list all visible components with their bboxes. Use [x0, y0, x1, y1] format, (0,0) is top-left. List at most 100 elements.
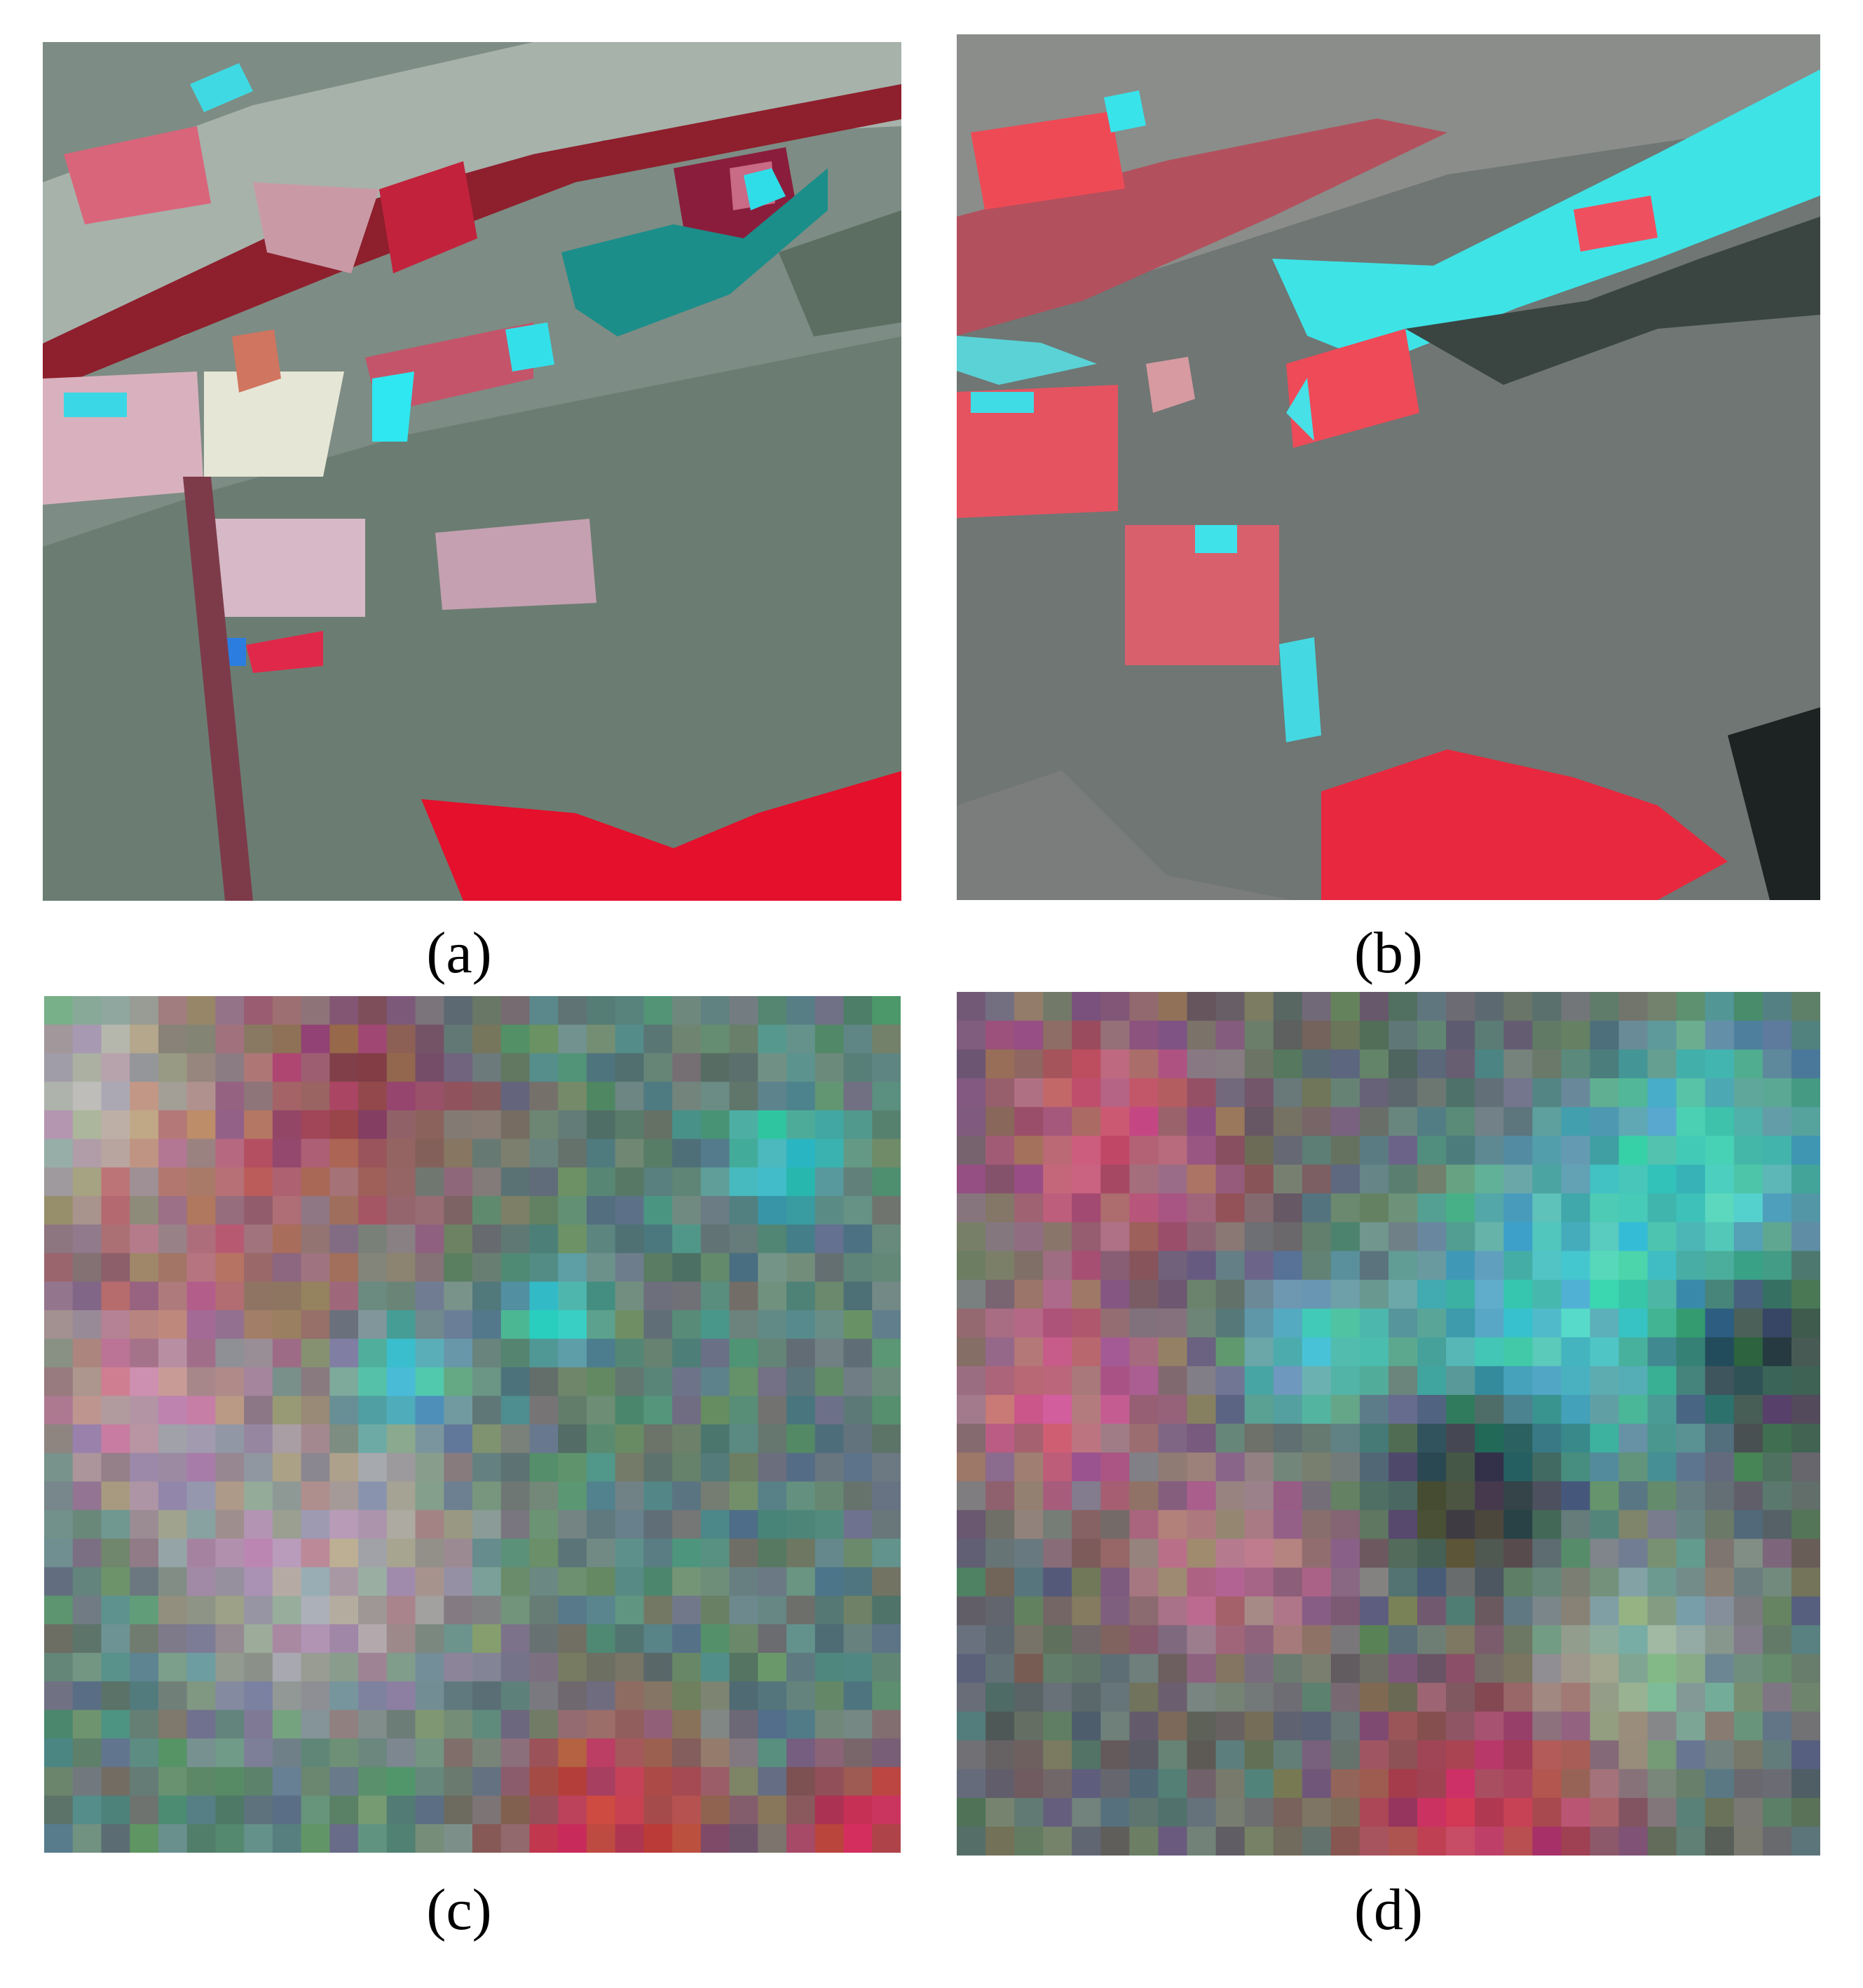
pixel: [729, 1138, 758, 1168]
pixel: [700, 1224, 730, 1254]
pixel: [472, 1710, 502, 1739]
pixel: [244, 1196, 273, 1225]
pixel: [700, 1795, 730, 1825]
pixel: [444, 1053, 473, 1082]
pixel: [1388, 1654, 1418, 1684]
pixel: [386, 1138, 416, 1168]
pixel: [1388, 1337, 1418, 1367]
pixel: [101, 1452, 130, 1483]
pixel: [329, 1567, 359, 1596]
pixel: [1417, 1279, 1447, 1309]
pixel: [615, 1652, 644, 1682]
pixel: [272, 1253, 302, 1282]
pixel: [472, 1253, 502, 1282]
pixel: [186, 1396, 216, 1425]
pixel: [1446, 1424, 1475, 1453]
pixel: [472, 1110, 502, 1140]
pixel: [1647, 1193, 1677, 1223]
field: [204, 519, 365, 617]
pixel: [1330, 1625, 1360, 1655]
pixel: [1187, 1337, 1217, 1367]
pixel: [1705, 1797, 1735, 1827]
pixel: [358, 1367, 388, 1396]
pixel: [1100, 1251, 1130, 1281]
pixel: [558, 1396, 587, 1425]
pixel: [415, 1338, 444, 1368]
pixel: [786, 1167, 816, 1197]
pixel: [1215, 1193, 1246, 1223]
pixel: [158, 1452, 188, 1483]
pixel: [558, 1253, 587, 1282]
pixel: [1676, 1366, 1706, 1396]
pixel: [472, 1053, 502, 1082]
pixel: [500, 1510, 531, 1539]
pixel: [358, 1710, 388, 1739]
pixel: [872, 1510, 901, 1539]
pixel: [130, 1652, 159, 1682]
pixel: [1244, 1481, 1274, 1511]
pixel: [872, 1681, 901, 1710]
pixel: [1705, 1539, 1735, 1568]
pixel: [358, 1624, 388, 1654]
pixel: [1446, 1797, 1475, 1827]
pixel: [1705, 1826, 1735, 1856]
pixel: [130, 1481, 159, 1511]
crop-field: [1286, 329, 1419, 448]
pixel: [786, 1082, 816, 1111]
pixel: [1618, 1481, 1649, 1511]
pixel: [444, 1567, 473, 1596]
pixel: [1014, 1394, 1044, 1424]
pixel: [386, 1452, 416, 1483]
pixel: [500, 1224, 531, 1254]
pixel: [1359, 1567, 1389, 1597]
pixel: [72, 1824, 102, 1853]
pixel: [158, 1766, 188, 1797]
pixel: [700, 1452, 730, 1483]
pixel: [1072, 1826, 1101, 1856]
pixel: [957, 1424, 986, 1453]
pixel: [786, 1795, 816, 1825]
pixel: [1244, 1078, 1274, 1108]
pixel: [1791, 1193, 1820, 1223]
pixel: [130, 1310, 159, 1340]
pixel: [1532, 1164, 1562, 1194]
pixel: [186, 1452, 216, 1483]
pixel: [957, 1308, 986, 1338]
pixel: [301, 1766, 330, 1797]
pixel: [44, 1624, 74, 1654]
pixel: [672, 1281, 702, 1311]
pixel: [672, 1452, 702, 1483]
pixel: [101, 1510, 130, 1539]
pixel: [444, 1710, 473, 1739]
pixel: [72, 1082, 102, 1111]
pixel: [1215, 1682, 1246, 1713]
pixel: [957, 1826, 986, 1856]
pixel: [1244, 1164, 1274, 1194]
pixel: [1561, 1539, 1591, 1568]
pixel: [1244, 1682, 1274, 1713]
pixel: [1791, 1078, 1820, 1108]
pixel: [729, 1510, 758, 1539]
pixel: [244, 1481, 273, 1511]
pixel: [615, 1738, 644, 1768]
pixel: [386, 1167, 416, 1197]
pixel: [215, 1053, 245, 1082]
pixel: [358, 1424, 388, 1454]
pixel: [329, 1082, 359, 1111]
pixel: [1762, 992, 1792, 1021]
pixel: [529, 1595, 559, 1625]
pixel: [1532, 1049, 1562, 1079]
pixel: [444, 996, 473, 1026]
pixel: [72, 1452, 102, 1483]
pixel: [1590, 1049, 1620, 1079]
pixel: [244, 1538, 273, 1568]
pixel: [1733, 1481, 1763, 1511]
pixel: [814, 1624, 845, 1654]
pixel: [558, 1795, 587, 1825]
pixel: [186, 1424, 216, 1454]
pixel: [158, 1053, 188, 1082]
pixel: [1532, 1654, 1562, 1684]
pixel: [729, 1624, 758, 1654]
pixel: [1187, 1539, 1217, 1568]
pixel: [1791, 1510, 1820, 1539]
